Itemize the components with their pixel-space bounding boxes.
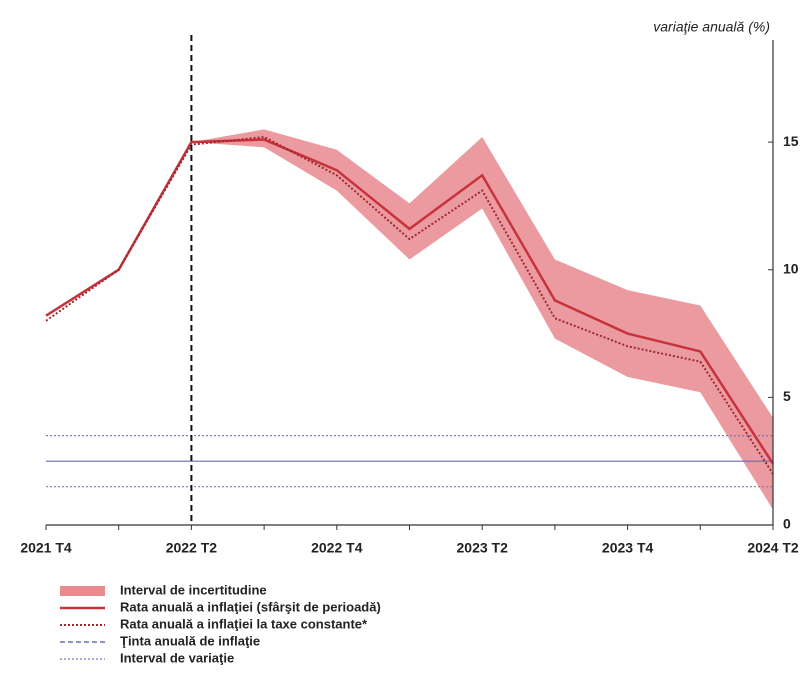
x-tick-label: 2022 T4 <box>311 540 363 556</box>
x-tick-label: 2021 T4 <box>20 540 72 556</box>
y-tick-label: 10 <box>783 260 799 276</box>
y-tick-label: 0 <box>783 516 791 532</box>
legend-swatch <box>60 586 105 596</box>
y-tick-label: 15 <box>783 133 799 149</box>
legend-label: Ţinta anuală de inflaţie <box>120 633 260 648</box>
legend-label: Rata anuală a inflaţiei (sfârşit de peri… <box>120 599 381 614</box>
x-tick-label: 2022 T2 <box>166 540 218 556</box>
series-line <box>45 138 775 465</box>
legend-label: Interval de incertitudine <box>120 582 267 597</box>
y-tick-label: 5 <box>783 388 791 404</box>
legend-label: Rata anuală a inflaţiei la taxe constant… <box>120 616 368 631</box>
legend-label: Interval de variaţie <box>120 650 234 665</box>
series-line <box>45 135 774 475</box>
y-axis-label: variaţie anuală (%) <box>653 19 770 35</box>
x-tick-label: 2023 T4 <box>602 540 654 556</box>
x-tick-label: 2023 T2 <box>457 540 509 556</box>
uncertainty-band <box>191 129 773 510</box>
x-tick-label: 2024 T2 <box>747 540 799 556</box>
